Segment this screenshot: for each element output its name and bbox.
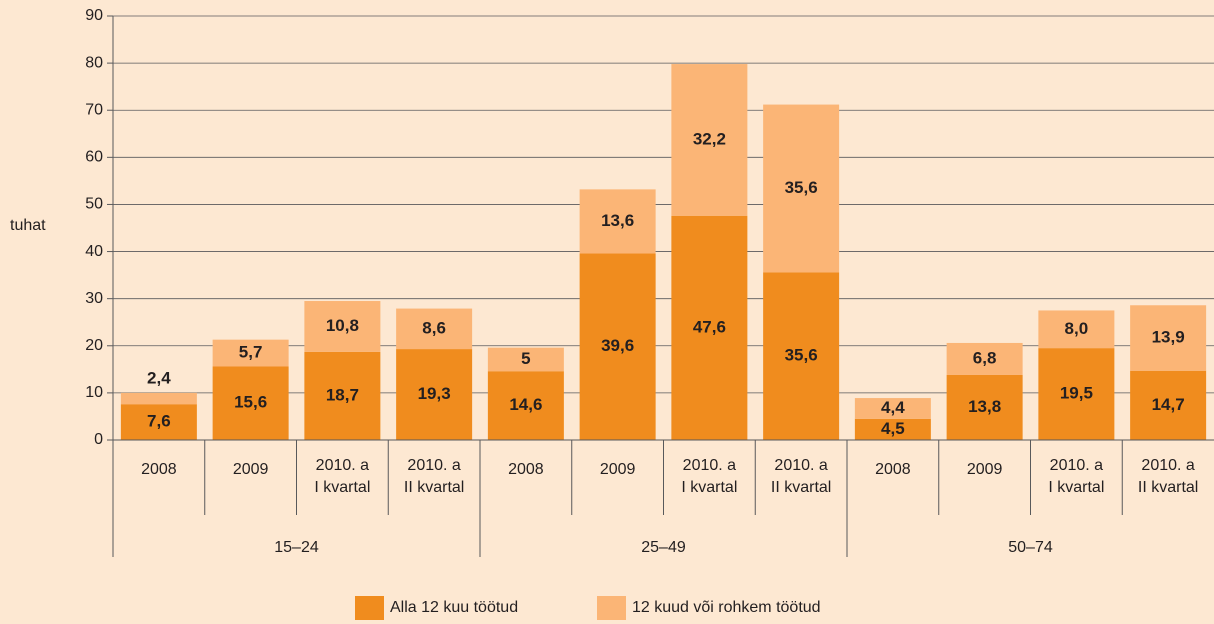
x-tick-label: 2009 — [967, 461, 1003, 478]
bar-segment — [946, 342, 1023, 375]
data-label: 4,5 — [881, 419, 905, 438]
data-label: 13,9 — [1152, 327, 1185, 346]
legend-label: 12 kuud või rohkem töötud — [632, 599, 821, 616]
bar-segment — [671, 64, 748, 216]
bar-segment — [212, 366, 289, 440]
bar-segment — [304, 351, 381, 440]
legend-swatch — [355, 596, 384, 620]
x-tick-label: 2010. a II kvartal — [1138, 457, 1198, 496]
data-label: 2,4 — [147, 368, 171, 387]
data-label: 4,4 — [881, 398, 905, 417]
data-label: 13,6 — [601, 211, 634, 230]
x-tick-label: 2010. a II kvartal — [404, 457, 464, 496]
legend-swatch — [597, 596, 626, 620]
group-label: 25–49 — [641, 539, 686, 556]
data-label: 32,2 — [693, 129, 726, 148]
bar-segment — [120, 404, 197, 440]
data-label: 5,7 — [239, 343, 263, 362]
data-label: 47,6 — [693, 317, 726, 336]
x-tick-label: 2008 — [141, 461, 177, 478]
x-tick-label: 2010. a II kvartal — [771, 457, 831, 496]
bar-segment — [763, 104, 840, 273]
data-label: 15,6 — [234, 393, 267, 412]
bar-segment — [212, 339, 289, 367]
x-tick-label: 2008 — [875, 461, 911, 478]
data-label: 6,8 — [973, 348, 997, 367]
y-tick-label: 10 — [85, 384, 103, 401]
bar-segment — [854, 398, 931, 419]
y-tick-label: 30 — [85, 290, 103, 307]
y-tick-label: 80 — [85, 54, 103, 71]
bar-segment — [487, 347, 564, 372]
legend-label: Alla 12 kuu töötud — [390, 599, 518, 616]
group-label: 15–24 — [274, 539, 319, 556]
data-label: 14,7 — [1152, 395, 1185, 414]
bar-segment — [1038, 310, 1115, 349]
bar-segment — [487, 371, 564, 440]
data-label: 14,6 — [509, 395, 542, 414]
data-label: 8,6 — [422, 318, 446, 337]
group-label: 50–74 — [1008, 539, 1053, 556]
bar-segment — [763, 272, 840, 440]
data-label: 35,6 — [785, 178, 818, 197]
bar-segment — [946, 374, 1023, 440]
y-tick-label: 90 — [85, 7, 103, 24]
bar-segment — [304, 301, 381, 352]
data-label: 35,6 — [785, 346, 818, 365]
data-label: 7,6 — [147, 412, 171, 431]
data-label: 5 — [521, 349, 530, 368]
bar-segment — [1130, 370, 1207, 440]
bar-segment — [396, 308, 473, 350]
bar-segment — [120, 392, 197, 405]
data-label: 18,7 — [326, 385, 359, 404]
data-label: 39,6 — [601, 336, 634, 355]
y-tick-label: 60 — [85, 149, 103, 166]
data-label: 19,3 — [418, 384, 451, 403]
x-tick-label: 2008 — [508, 461, 544, 478]
bar-segment — [854, 418, 931, 440]
bar-segment — [579, 253, 656, 440]
y-tick-label: 0 — [94, 431, 103, 448]
data-label: 19,5 — [1060, 384, 1093, 403]
y-tick-label: 20 — [85, 337, 103, 354]
bar-segment — [579, 189, 656, 254]
bar-segment — [1130, 305, 1207, 371]
bar-segment — [1038, 348, 1115, 440]
data-label: 8,0 — [1065, 319, 1089, 338]
y-tick-label: 40 — [85, 243, 103, 260]
data-label: 13,8 — [968, 397, 1001, 416]
x-tick-label: 2009 — [233, 461, 269, 478]
y-tick-label: 70 — [85, 101, 103, 118]
y-axis-label: tuhat — [10, 217, 46, 234]
bar-segment — [671, 215, 748, 440]
y-tick-label: 50 — [85, 196, 103, 213]
data-label: 10,8 — [326, 316, 359, 335]
x-tick-label: 2009 — [600, 461, 636, 478]
bar-segment — [396, 349, 473, 440]
